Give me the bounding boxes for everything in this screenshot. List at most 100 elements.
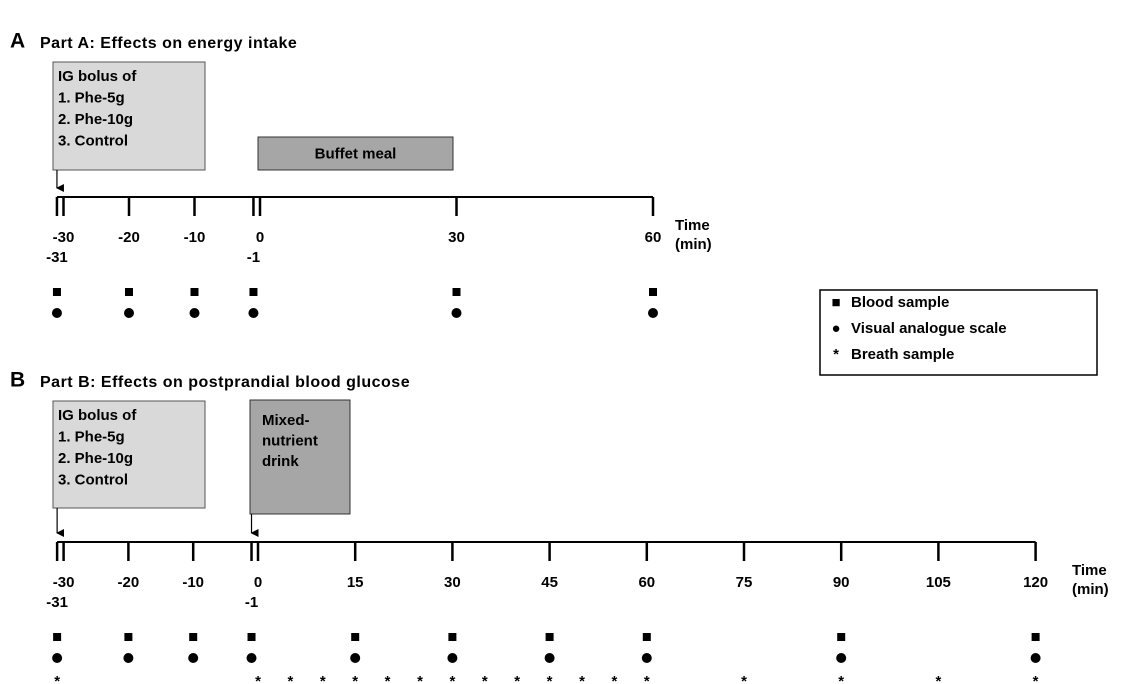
vas-mark <box>641 653 652 663</box>
tick-label: -10 <box>182 574 204 591</box>
vas-mark <box>51 308 62 318</box>
blood-sample <box>452 288 461 296</box>
blood-sample <box>837 633 846 641</box>
bolus-text: 3. Control <box>58 471 128 488</box>
bolus-text: 2. Phe-10g <box>58 111 133 128</box>
bolus-text: IG bolus of <box>58 68 137 85</box>
axis-label: (min) <box>675 236 712 253</box>
tick-label: 0 <box>256 229 264 246</box>
breath-sample: * <box>611 673 617 684</box>
legend-symbol: * <box>833 346 839 363</box>
bolus-box <box>52 61 206 171</box>
blood-sample <box>124 633 133 641</box>
meal-text: drink <box>262 453 299 470</box>
tick-label: 105 <box>926 574 951 591</box>
tick-label: -20 <box>118 229 140 246</box>
breath-sample: * <box>579 673 585 684</box>
legend-symbol: ■ <box>831 294 840 311</box>
tick-label: -10 <box>184 229 206 246</box>
meal-box <box>257 136 454 171</box>
breath-sample: * <box>255 673 261 684</box>
tick-label: 0 <box>254 574 262 591</box>
blood-sample <box>247 633 256 641</box>
bolus-text: 1. Phe-5g <box>58 89 125 106</box>
legend-label: Blood sample <box>851 294 949 311</box>
breath-sample: * <box>741 673 747 684</box>
blood-sample <box>53 633 62 641</box>
bolus-text: 2. Phe-10g <box>58 450 133 467</box>
tick-label: 60 <box>638 574 655 591</box>
tick-label: -30 <box>53 229 75 246</box>
blood-sample <box>52 288 61 296</box>
blood-sample <box>545 633 554 641</box>
bolus-text: 3. Control <box>58 132 128 149</box>
bolus-text: IG bolus of <box>58 407 137 424</box>
tick-label: -20 <box>118 574 140 591</box>
tick-label: 90 <box>833 574 850 591</box>
blood-sample <box>642 633 651 641</box>
bolus-text: 1. Phe-5g <box>58 428 125 445</box>
vas-mark <box>124 308 134 318</box>
vas-mark <box>648 308 658 318</box>
meal-text: nutrient <box>262 432 318 449</box>
tick-label: 75 <box>736 574 753 591</box>
breath-sample: * <box>352 673 358 684</box>
meal-box <box>249 399 351 515</box>
legend-label: Visual analogue scale <box>851 320 1007 337</box>
breath-sample: * <box>320 673 326 684</box>
blood-sample <box>249 288 258 296</box>
vas-mark <box>188 653 199 663</box>
blood-sample <box>448 633 457 641</box>
breath-sample: * <box>935 673 941 684</box>
tick-label: -31 <box>46 249 68 266</box>
breath-sample: * <box>644 673 650 684</box>
blood-sample <box>190 288 199 296</box>
legend-label: Breath sample <box>851 346 954 363</box>
panel-title: Part B: Effects on postprandial blood gl… <box>40 374 410 391</box>
breath-sample: * <box>449 673 455 684</box>
vas-mark <box>123 653 134 663</box>
axis-label: (min) <box>1072 581 1109 598</box>
blood-sample <box>125 288 133 296</box>
legend-symbol: ● <box>831 320 840 337</box>
blood-sample <box>1031 633 1040 641</box>
meal-text: Mixed- <box>262 412 310 429</box>
vas-mark <box>1030 653 1041 663</box>
panel-letter: B <box>10 369 25 392</box>
axis-label: Time <box>1072 562 1107 579</box>
breath-sample: * <box>417 673 423 684</box>
vas-mark <box>350 653 361 663</box>
legend-box <box>819 289 1098 376</box>
panel-title: Part A: Effects on energy intake <box>40 35 297 52</box>
breath-sample: * <box>514 673 520 684</box>
blood-sample <box>351 633 360 641</box>
breath-sample: * <box>482 673 488 684</box>
axis-label: Time <box>675 217 710 234</box>
bolus-box <box>52 400 206 509</box>
breath-sample: * <box>1033 673 1039 684</box>
tick-label: -31 <box>46 594 68 611</box>
meal-text: Buffet meal <box>315 145 397 162</box>
tick-label: 30 <box>448 229 465 246</box>
vas-mark <box>451 308 462 318</box>
vas-mark <box>544 653 555 663</box>
breath-sample: * <box>547 673 553 684</box>
tick-label: 15 <box>347 574 364 591</box>
blood-sample <box>189 633 198 641</box>
vas-mark <box>189 308 200 318</box>
tick-label: 120 <box>1023 574 1048 591</box>
breath-sample: * <box>838 673 844 684</box>
vas-mark <box>248 308 259 318</box>
tick-label: -30 <box>53 574 75 591</box>
tick-label: -1 <box>247 249 260 266</box>
blood-sample <box>649 288 657 296</box>
vas-mark <box>246 653 257 663</box>
tick-label: -1 <box>245 594 258 611</box>
vas-mark <box>836 653 847 663</box>
vas-mark <box>447 653 458 663</box>
panel-letter: A <box>10 30 25 53</box>
breath-sample: * <box>385 673 391 684</box>
vas-mark <box>52 653 63 663</box>
tick-label: 60 <box>645 229 662 246</box>
